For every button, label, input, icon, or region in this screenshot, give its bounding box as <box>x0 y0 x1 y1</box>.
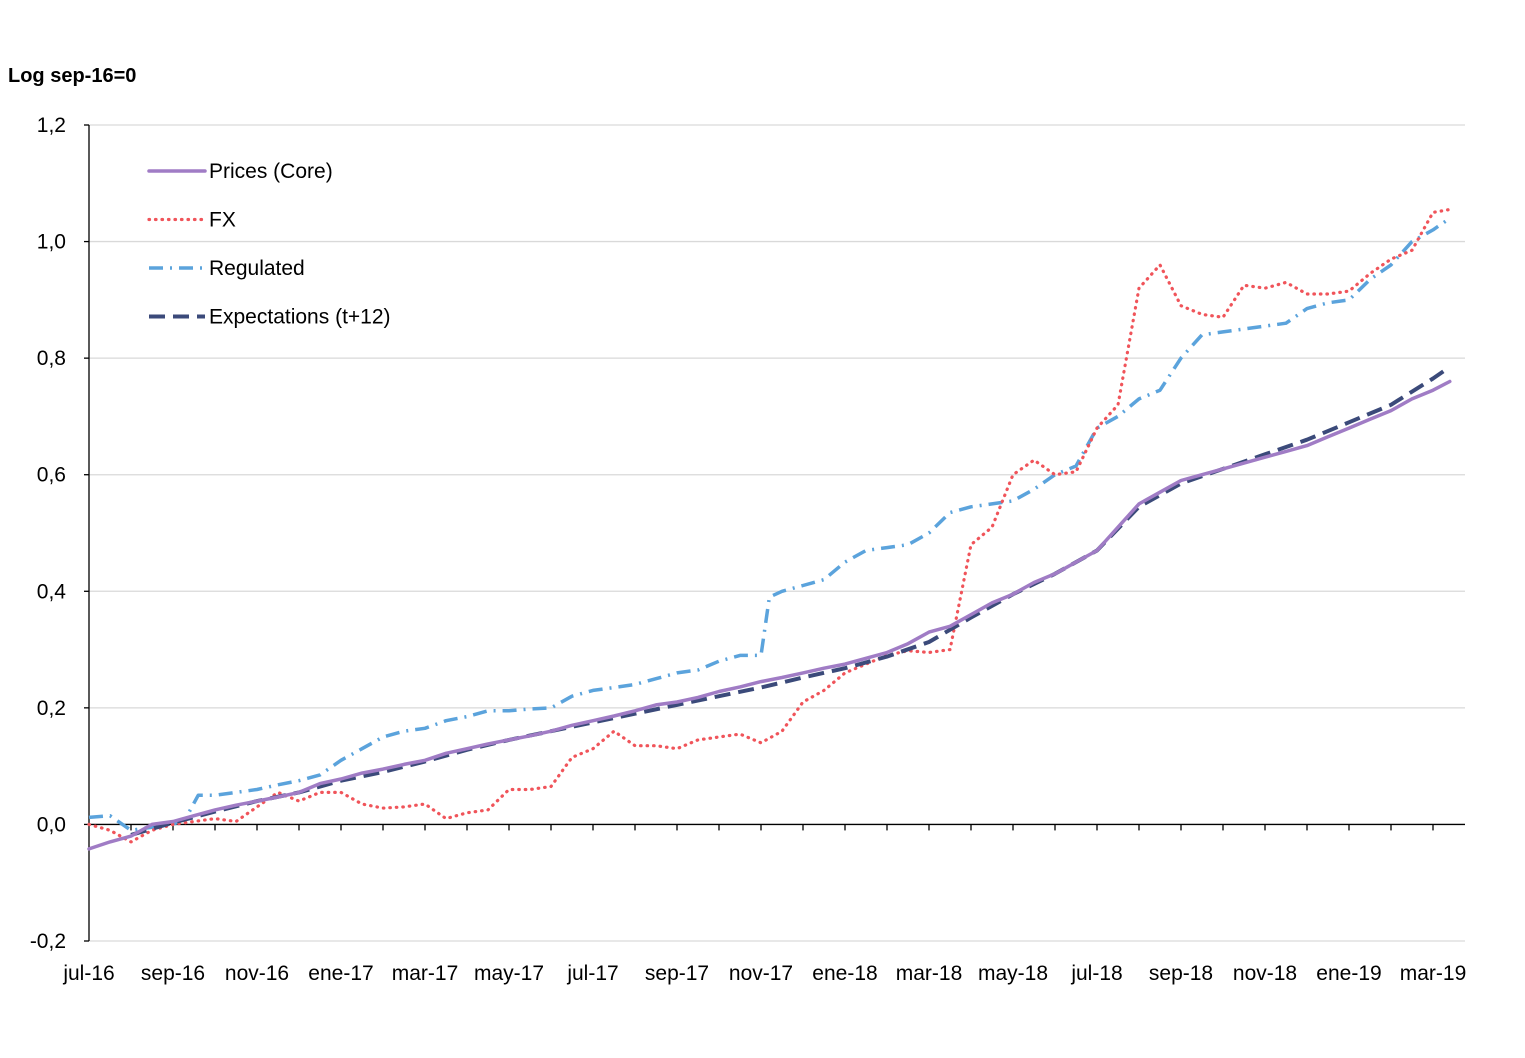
y-tick-label: 0,8 <box>37 347 66 370</box>
x-tick-label: mar-19 <box>1400 962 1467 985</box>
y-tick-labels: -0,2 0,0 0,2 0,4 0,6 0,8 1,0 1,2 <box>30 114 89 953</box>
y-tick-label: 1,2 <box>37 114 66 137</box>
y-tick-label: 1,0 <box>37 231 66 254</box>
x-tick-label: jul-16 <box>62 962 114 985</box>
x-tick-label: may-17 <box>474 962 544 985</box>
y-tick-label: 0,0 <box>37 813 66 836</box>
series-line-dashed <box>130 365 1451 837</box>
x-tick-label: sep-17 <box>645 962 709 985</box>
x-tick-label: sep-18 <box>1149 962 1213 985</box>
x-tick-label: mar-18 <box>896 962 963 985</box>
legend-label: Prices (Core) <box>209 160 333 183</box>
x-tick-label: nov-16 <box>225 962 289 985</box>
y-tick-label: 0,6 <box>37 464 66 487</box>
x-tick-label: nov-18 <box>1233 962 1297 985</box>
x-tick-label: jul-18 <box>1070 962 1122 985</box>
x-tick-label: ene-18 <box>812 962 877 985</box>
x-tick-label: jul-17 <box>566 962 618 985</box>
legend-label: Expectations (t+12) <box>209 306 391 329</box>
gridlines <box>89 124 1465 942</box>
y-tick-label: 0,4 <box>37 580 67 603</box>
series-line-dotted <box>87 207 1452 844</box>
x-tick-label: sep-16 <box>141 962 205 985</box>
x-tick-label: ene-17 <box>308 962 373 985</box>
x-tick-labels: jul-16 sep-16 nov-16 ene-17 mar-17 may-17 jul-… <box>62 962 1466 985</box>
x-tick-label: ene-19 <box>1316 962 1381 985</box>
series-lines <box>87 207 1452 851</box>
series-line-dashdot <box>88 216 1451 833</box>
x-tick-label: nov-17 <box>729 962 793 985</box>
y-tick-label: -0,2 <box>30 930 66 953</box>
series-line-solid <box>87 379 1452 851</box>
x-tick-label: mar-17 <box>392 962 459 985</box>
x-tick-label: may-18 <box>978 962 1048 985</box>
y-tick-label: 0,2 <box>37 697 66 720</box>
legend-label: FX <box>209 209 236 232</box>
legend-label: Regulated <box>209 257 305 280</box>
legend: Prices (Core) FX Regulated Expectations (t+… <box>147 160 391 329</box>
y-axis-label: Log sep-16=0 <box>8 65 136 87</box>
axes <box>88 125 1465 941</box>
